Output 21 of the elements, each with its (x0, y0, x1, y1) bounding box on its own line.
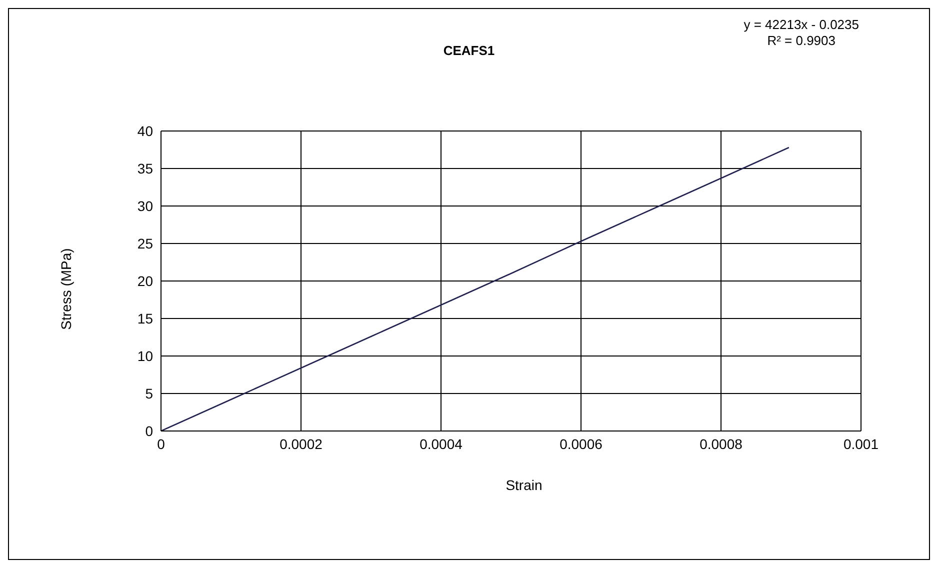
text: y = 42213x - 0.0235 (744, 17, 859, 33)
y-tick-label: 40 (137, 122, 154, 139)
y-tick-label: 0 (145, 422, 154, 439)
y-tick-label: 20 (137, 272, 154, 289)
y-tick-label: 15 (137, 310, 154, 326)
x-axis-title: Strain (504, 477, 544, 493)
x-tick-label: 0.0004 (420, 436, 463, 452)
y-axis-title: Stress (MPa) (58, 248, 74, 330)
x-tick-label: 0.001 (843, 436, 879, 452)
x-tick-label: 0.0006 (560, 436, 603, 452)
y-tick-label: 25 (137, 235, 154, 252)
x-tick-label: 0.0002 (280, 436, 323, 452)
x-tick-label: 0 (157, 436, 166, 452)
x-tick-label: 0.0008 (700, 436, 743, 452)
y-tick-label: 35 (137, 160, 154, 176)
chart-title: CEAFS1 (443, 43, 495, 58)
y-tick-label: 30 (137, 198, 154, 214)
y-tick-label: 5 (145, 385, 154, 402)
line-series (161, 146, 790, 431)
y-tick-label: 10 (137, 348, 154, 364)
text: R² = 0.9903 (766, 33, 836, 49)
